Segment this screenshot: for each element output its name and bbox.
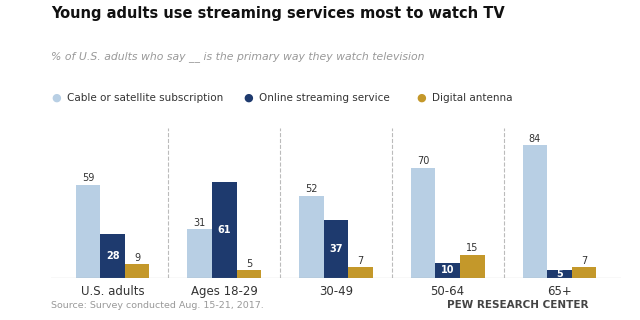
Text: 28: 28 <box>106 251 120 261</box>
Bar <box>522 145 547 278</box>
Text: 61: 61 <box>218 225 231 235</box>
Text: ●: ● <box>243 92 253 103</box>
Text: 7: 7 <box>581 256 587 266</box>
Text: 52: 52 <box>305 185 317 195</box>
Text: 37: 37 <box>329 244 343 254</box>
Bar <box>411 168 435 278</box>
Text: 15: 15 <box>466 243 479 253</box>
Text: 7: 7 <box>358 256 364 266</box>
Bar <box>212 182 237 278</box>
Text: ●: ● <box>416 92 426 103</box>
Bar <box>237 270 261 278</box>
Bar <box>188 229 212 278</box>
Text: % of U.S. adults who say __ is the primary way they watch television: % of U.S. adults who say __ is the prima… <box>51 51 425 62</box>
Bar <box>100 234 125 278</box>
Bar <box>125 264 150 278</box>
Text: Online streaming service: Online streaming service <box>259 92 390 103</box>
Bar <box>324 220 348 278</box>
Text: Digital antenna: Digital antenna <box>432 92 513 103</box>
Text: 70: 70 <box>417 156 429 166</box>
Text: 5: 5 <box>556 269 563 279</box>
Bar <box>572 267 596 278</box>
Text: 84: 84 <box>529 134 541 144</box>
Bar <box>460 255 484 278</box>
Text: Cable or satellite subscription: Cable or satellite subscription <box>67 92 223 103</box>
Bar <box>348 267 373 278</box>
Bar <box>299 196 324 278</box>
Bar <box>435 263 460 278</box>
Bar <box>76 185 100 278</box>
Bar <box>547 270 572 278</box>
Text: PEW RESEARCH CENTER: PEW RESEARCH CENTER <box>447 300 589 310</box>
Text: Young adults use streaming services most to watch TV: Young adults use streaming services most… <box>51 6 505 21</box>
Text: ●: ● <box>51 92 61 103</box>
Text: 59: 59 <box>82 173 94 183</box>
Text: 5: 5 <box>246 259 252 269</box>
Text: 31: 31 <box>194 218 206 228</box>
Text: 10: 10 <box>441 266 454 276</box>
Text: Source: Survey conducted Aug. 15-21, 2017.: Source: Survey conducted Aug. 15-21, 201… <box>51 301 264 310</box>
Text: 9: 9 <box>134 252 140 263</box>
